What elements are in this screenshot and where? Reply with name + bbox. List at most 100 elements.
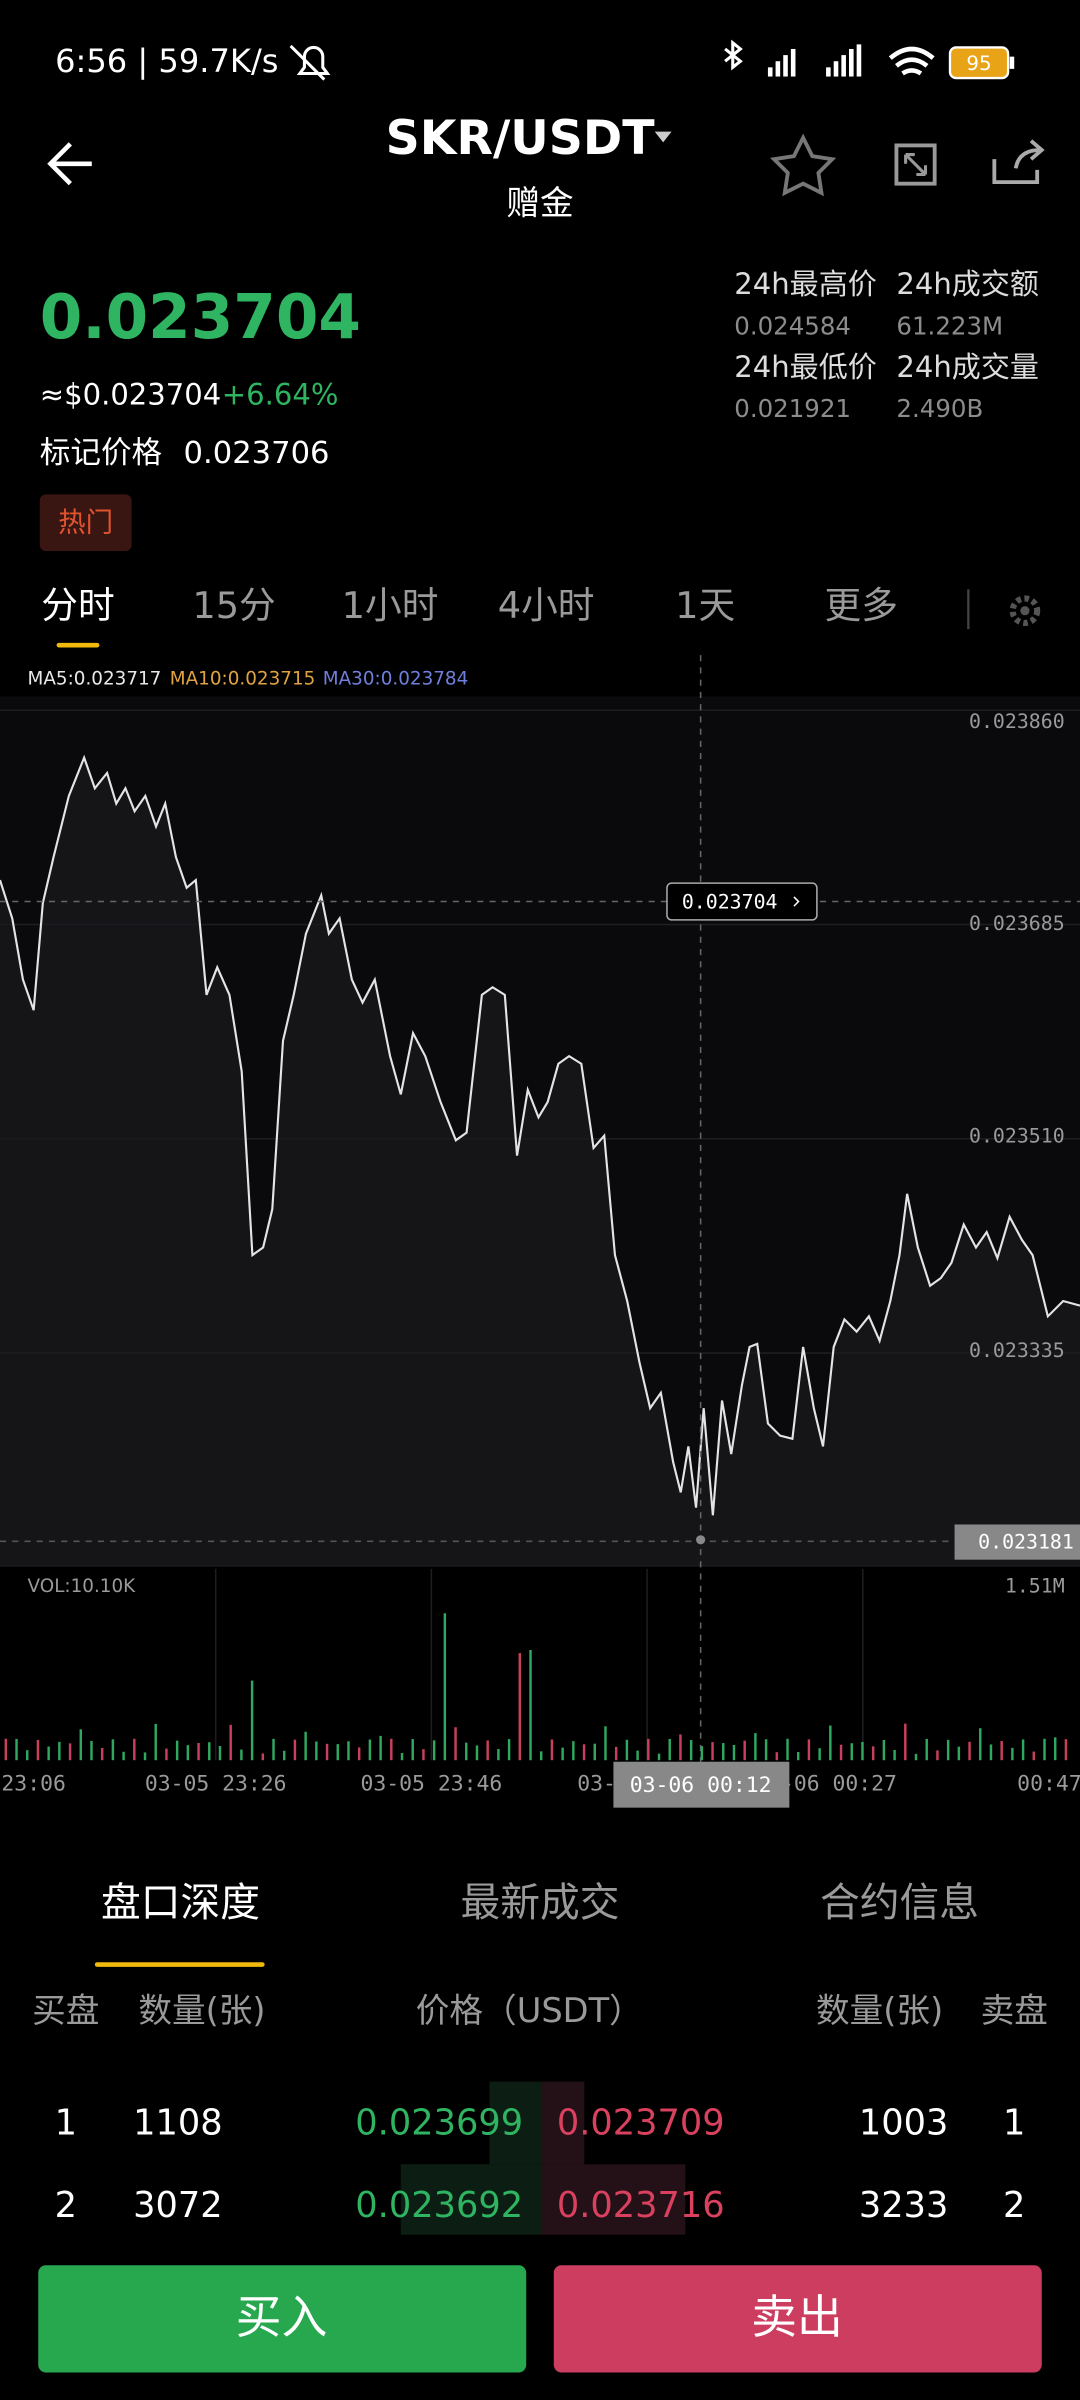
volume-bar [861, 1741, 864, 1761]
depth-ask [541, 2081, 585, 2165]
stat-label: 24h成交额 [896, 267, 1039, 301]
volume-bar [807, 1739, 811, 1761]
price-axis-label: 0.023860 [969, 710, 1065, 733]
depth-ask [541, 2164, 686, 2235]
volume-bar [764, 1739, 768, 1761]
interval-tab[interactable]: 1天 [675, 584, 735, 627]
ma5: MA5:0.023717 [28, 669, 162, 690]
volume-bar [657, 1753, 661, 1761]
book-header: 买盘 [32, 1991, 99, 2030]
depth-bid [400, 2164, 542, 2235]
book-cell: 1 [55, 2102, 77, 2143]
volume-bar [1021, 1739, 1025, 1761]
volume-bar [283, 1750, 286, 1761]
volume-bar [368, 1739, 372, 1761]
share-button[interactable] [992, 139, 1045, 185]
volume-bar [722, 1743, 725, 1761]
interval-tab[interactable]: 更多 [825, 584, 898, 627]
volume-bar [882, 1739, 886, 1761]
volume-bar [668, 1738, 671, 1761]
status-time: 6:56 | 59.7K/s [55, 42, 278, 80]
volume-bar [979, 1728, 982, 1761]
back-button[interactable] [47, 142, 92, 186]
section-tabs: 盘口深度 最新成交 合约信息 [101, 1880, 979, 1926]
book-cell: 0.023716 [557, 2185, 725, 2226]
volume-bar [1053, 1737, 1057, 1761]
buy-button[interactable] [38, 2265, 527, 2373]
fullscreen-button[interactable] [894, 143, 937, 186]
price-change: +6.64% [222, 377, 339, 411]
pair-dropdown[interactable] [654, 131, 672, 143]
book-cell: 2 [55, 2185, 77, 2226]
volume-bar [679, 1734, 682, 1761]
book-header: 数量(张) [816, 1991, 943, 2030]
volume-bar [133, 1738, 136, 1761]
volume-bar [968, 1741, 971, 1761]
hot-tag: 热门 [58, 506, 113, 538]
volume-bar [572, 1741, 575, 1761]
volume-bar [1064, 1739, 1068, 1761]
tab-indicator [94, 1962, 265, 1967]
crosshair-price-box[interactable] [666, 882, 818, 921]
volume-bar [946, 1739, 950, 1761]
sell-button[interactable] [553, 2265, 1042, 2373]
interval-tab[interactable]: 分时 [41, 584, 114, 627]
book-cell: 3233 [859, 2185, 949, 2226]
time-label: 03- [577, 1772, 616, 1797]
volume-bar [454, 1727, 457, 1761]
low-price: 0.023181 [978, 1530, 1074, 1553]
stat-label: 24h最低价 [734, 350, 877, 384]
volume-bar [925, 1738, 928, 1761]
volume-bar [936, 1750, 939, 1761]
volume-bar [732, 1744, 736, 1761]
volume-bar [36, 1739, 40, 1761]
volume-bar [26, 1750, 29, 1761]
section-tab[interactable]: 盘口深度 [101, 1880, 260, 1926]
volume-bar [636, 1750, 639, 1761]
battery-level: 95 [966, 52, 991, 75]
volume-bar [507, 1739, 511, 1761]
volume-bar [400, 1753, 404, 1761]
volume-bar [79, 1729, 82, 1761]
section-tab[interactable]: 合约信息 [820, 1880, 979, 1926]
book-header: 价格（USDT） [416, 1991, 643, 2030]
volume-bar [518, 1653, 522, 1761]
book-cell: 1 [1003, 2102, 1025, 2143]
volume-bar [47, 1746, 50, 1761]
interval-tab[interactable]: 4小时 [498, 584, 595, 627]
interval-tab[interactable]: 1小时 [342, 584, 439, 627]
volume-bars [4, 1613, 1068, 1761]
volume-bar [15, 1738, 18, 1761]
price-axis-label: 0.023510 [969, 1125, 1065, 1148]
interval-tabs: 分时 15分 1小时 4小时 1天 更多 [41, 584, 898, 627]
volume-bar [486, 1740, 489, 1761]
volume-bar [379, 1735, 382, 1761]
volume-bar [422, 1749, 425, 1761]
crosshair-arrow [793, 896, 800, 907]
favorite-button[interactable] [770, 133, 837, 197]
settings-button[interactable] [1009, 595, 1041, 627]
volume-bar [582, 1744, 586, 1761]
stat-value: 61.223M [896, 312, 1003, 341]
time-label: 23:06 [1, 1772, 65, 1797]
volume-bar [839, 1744, 843, 1761]
volume-bar [689, 1740, 693, 1761]
book-cell: 0.023709 [557, 2102, 725, 2143]
battery-icon [948, 46, 1010, 80]
volume-bar [304, 1731, 307, 1761]
volume-bar [625, 1739, 629, 1761]
interval-tab[interactable]: 15分 [192, 584, 275, 627]
order-book: 买盘 数量(张) 价格（USDT） 数量(张) 卖盘1 1108 0.023699 0.023… [32, 1991, 1048, 2235]
book-cell: 0.023692 [355, 2185, 523, 2226]
volume-bar [218, 1745, 222, 1761]
volume-bar [743, 1740, 746, 1761]
volume-bar [272, 1738, 275, 1761]
pair-title[interactable]: SKR/USDT [386, 111, 656, 166]
book-cell: 1003 [859, 2102, 949, 2143]
stat-value: 0.021921 [734, 394, 851, 423]
buy-label: 买入 [236, 2290, 328, 2344]
section-tab[interactable]: 最新成交 [460, 1880, 619, 1926]
volume-bar [914, 1753, 918, 1761]
settings-core [1020, 606, 1030, 616]
